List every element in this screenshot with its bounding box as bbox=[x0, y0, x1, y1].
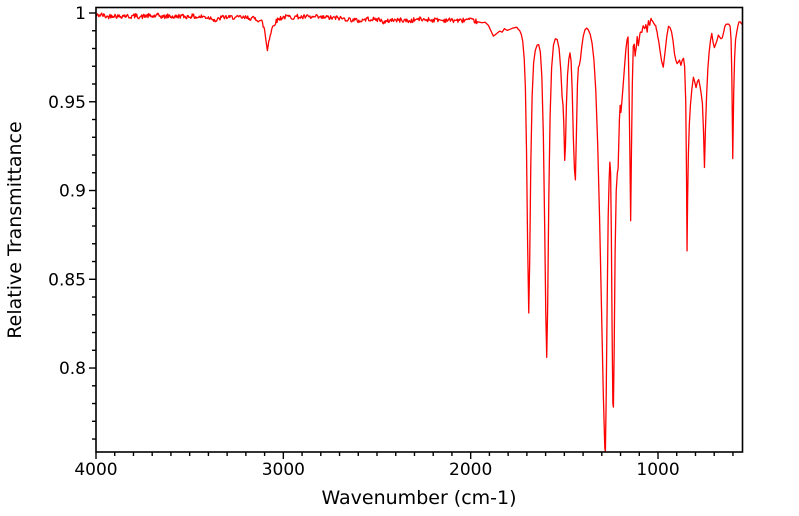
y-tick-label: 1 bbox=[75, 4, 86, 24]
x-tick-label: 1000 bbox=[636, 460, 679, 480]
y-axis-label: Relative Transmittance bbox=[4, 121, 26, 338]
plot-border bbox=[95, 6, 744, 453]
x-axis-tick-labels: 4000 3000 2000 1000 bbox=[74, 460, 679, 480]
y-axis-major-ticks bbox=[89, 12, 96, 369]
y-axis-tick-labels: 1 0.95 0.9 0.85 0.8 bbox=[48, 4, 86, 379]
y-tick-label: 0.85 bbox=[48, 270, 86, 290]
y-tick-label: 0.8 bbox=[59, 359, 86, 379]
spectrum-line bbox=[96, 12, 743, 453]
x-axis-label: Wavenumber (cm-1) bbox=[321, 487, 516, 509]
x-tick-label: 3000 bbox=[262, 460, 305, 480]
x-tick-label: 4000 bbox=[74, 460, 117, 480]
y-tick-label: 0.9 bbox=[59, 182, 86, 202]
x-tick-label: 2000 bbox=[449, 460, 492, 480]
x-axis-major-ticks bbox=[95, 452, 659, 459]
y-tick-label: 0.95 bbox=[48, 93, 86, 113]
